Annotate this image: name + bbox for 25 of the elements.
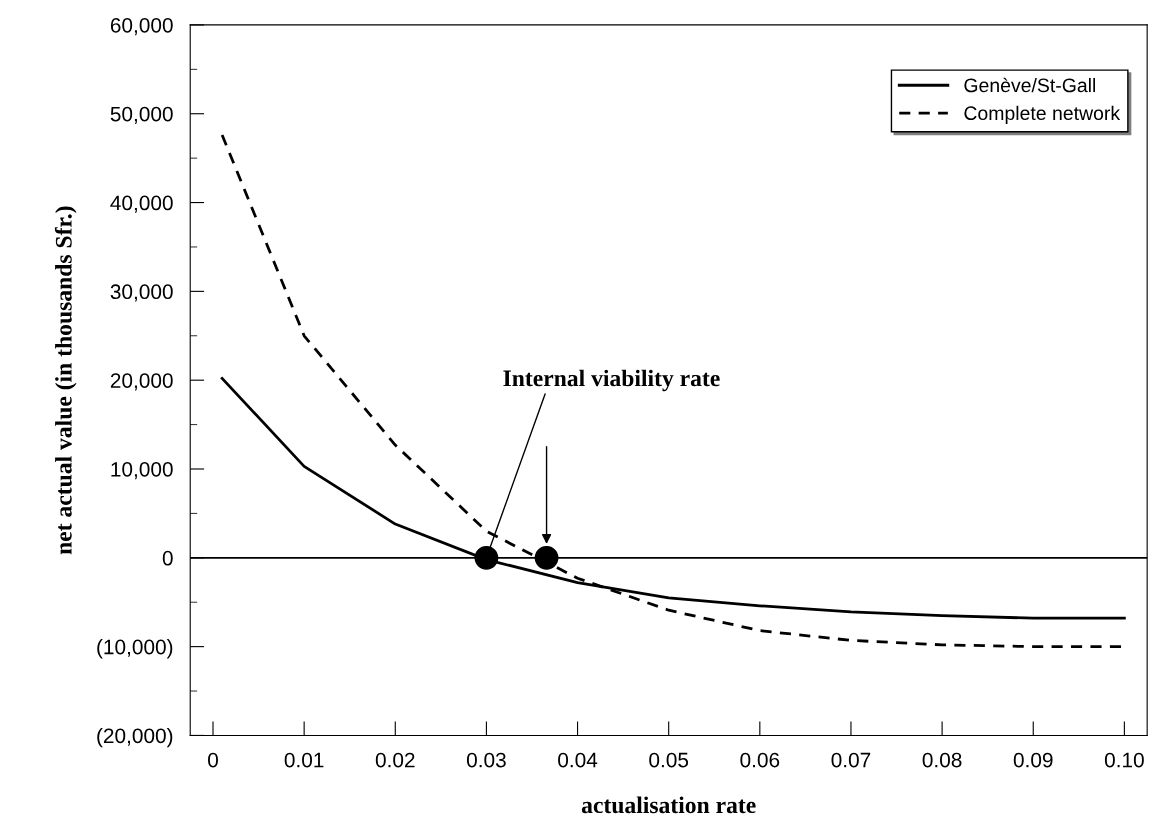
y-tick-label: 0 xyxy=(162,550,173,566)
y-tick-label: 50,000 xyxy=(110,106,173,124)
x-tick-label: 0.09 xyxy=(1013,752,1053,768)
x-tick-label: 0 xyxy=(208,752,218,768)
x-tick-label: 0.07 xyxy=(831,752,871,768)
y-axis-title: net actual value (in thousands Sfr.) xyxy=(54,206,77,555)
y-tick-label: (10,000) xyxy=(97,639,173,659)
x-tick-label: 0.10 xyxy=(1104,752,1144,768)
x-tick-label: 0.02 xyxy=(375,752,415,768)
y-tick-label: 30,000 xyxy=(110,284,173,302)
annotation: Internal viability rate xyxy=(503,369,720,392)
x-tick-label: 0.04 xyxy=(558,752,598,768)
y-tick-label: 40,000 xyxy=(110,195,173,213)
legend-label: Complete network xyxy=(964,105,1121,124)
y-tick-label: 60,000 xyxy=(110,17,173,36)
x-tick-label: 0.05 xyxy=(649,752,689,768)
legend-label: Genève/St-Gall xyxy=(964,77,1096,93)
x-tick-label: 0.06 xyxy=(740,752,780,768)
x-axis-title: actualisation rate xyxy=(581,796,756,814)
y-tick-label: 10,000 xyxy=(111,462,173,480)
x-tick-label: 0.03 xyxy=(466,752,506,768)
y-tick-label: 20,000 xyxy=(110,373,173,391)
y-tick-label: (20,000) xyxy=(97,727,173,748)
x-tick-label: 0.08 xyxy=(922,752,962,768)
x-tick-label: 0.01 xyxy=(284,752,324,768)
